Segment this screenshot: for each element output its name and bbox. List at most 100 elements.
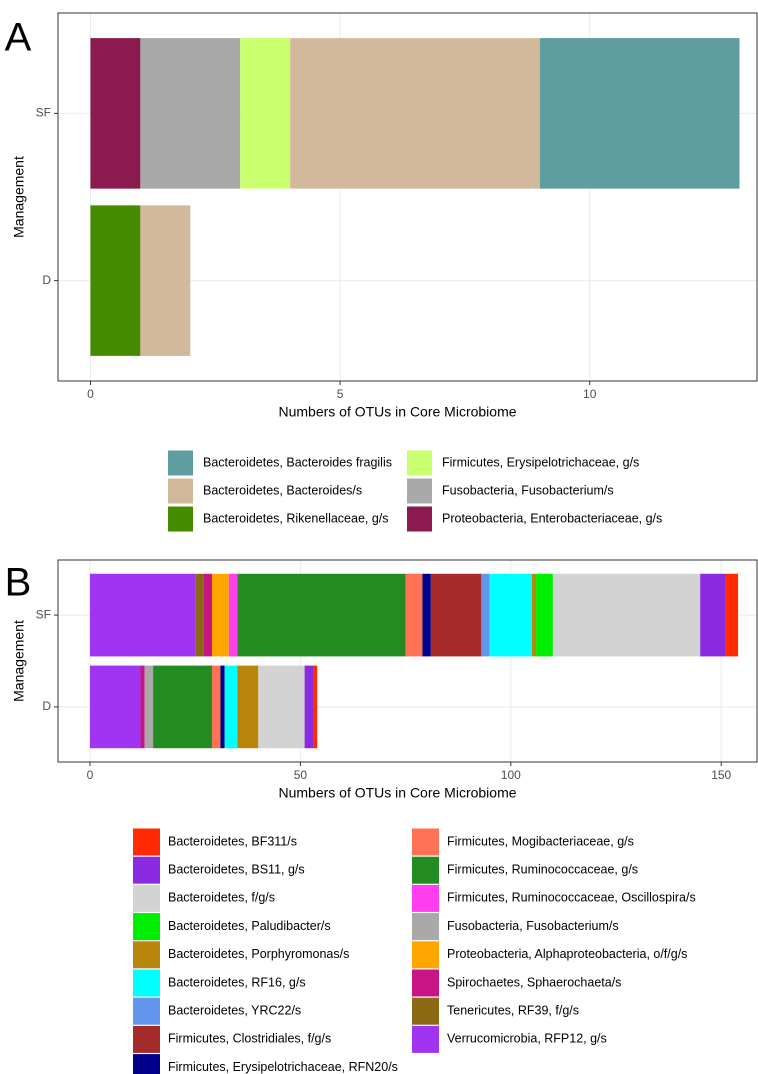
- bar-segment: [304, 665, 314, 749]
- bar-segment: [212, 665, 221, 749]
- y-tick-label: SF: [36, 106, 51, 120]
- legend-swatch: [412, 969, 439, 997]
- y-tick-label: D: [42, 699, 51, 713]
- legend-label: Bacteroidetes, f/g/s: [168, 891, 275, 905]
- bar-segment: [430, 573, 482, 657]
- bar-segment: [140, 665, 145, 749]
- x-tick-label: 0: [87, 768, 94, 782]
- x-tick-label: 50: [294, 768, 308, 782]
- legend-label: Proteobacteria, Enterobacteriaceae, g/s: [442, 511, 662, 525]
- bar-segment: [228, 573, 238, 657]
- legend-label: Firmicutes, Mogibacteriaceae, g/s: [447, 834, 634, 848]
- legend-swatch: [407, 506, 432, 532]
- x-tick-label: 150: [711, 768, 731, 782]
- bar-segment: [258, 665, 305, 749]
- legend-label: Bacteroidetes, Porphyromonas/s: [168, 947, 349, 961]
- legend-label: Tenericutes, RF39, f/g/s: [447, 1003, 579, 1017]
- legend-swatch: [412, 856, 439, 884]
- bar-segment: [240, 38, 291, 189]
- legend-swatch: [412, 997, 439, 1025]
- legend-label: Bacteroidetes, Bacteroides/s: [203, 483, 362, 497]
- panel-border: [57, 559, 758, 763]
- legend-swatch: [133, 941, 160, 969]
- bar-segment: [195, 573, 204, 657]
- legend-swatch: [412, 1025, 439, 1053]
- legend-label: Bacteroidetes, RF16, g/s: [168, 975, 306, 989]
- legend-label: Verrucomicrobia, RFP12, g/s: [447, 1032, 607, 1046]
- legend-swatch: [133, 913, 160, 941]
- bar-segment: [481, 573, 490, 657]
- legend-label: Spirochaetes, Sphaerochaeta/s: [447, 975, 621, 989]
- bar-segment: [422, 573, 431, 657]
- legend-label: Bacteroidetes, Bacteroides fragilis: [203, 455, 392, 469]
- legend-label: Firmicutes, Clostridiales, f/g/s: [168, 1032, 331, 1046]
- legend-label: Fusobacteria, Fusobacterium/s: [442, 483, 614, 497]
- bar-segment: [539, 38, 740, 189]
- legend-label: Firmicutes, Ruminococcaceae, g/s: [447, 862, 638, 876]
- legend-swatch: [412, 884, 439, 912]
- x-axis-title: Numbers of OTUs in Core Microbiome: [278, 404, 516, 420]
- bar-segment: [405, 573, 423, 657]
- legend-swatch: [412, 941, 439, 969]
- bar-segment: [144, 665, 154, 749]
- legend-swatch: [133, 997, 160, 1025]
- x-tick-label: 0: [87, 387, 94, 401]
- legend-swatch: [133, 969, 160, 997]
- legend-label: Bacteroidetes, Rikenellaceae, g/s: [203, 511, 389, 525]
- legend-swatch: [407, 478, 432, 504]
- bar-segment: [237, 665, 259, 749]
- bar-segment: [153, 665, 213, 749]
- y-axis-title: Management: [11, 156, 27, 238]
- bar-segment: [531, 573, 537, 657]
- bar-segment: [220, 665, 225, 749]
- legend-swatch: [168, 450, 193, 476]
- legend-label: Fusobacteria, Fusobacterium/s: [447, 919, 619, 933]
- legend-label: Bacteroidetes, YRC22/s: [168, 1003, 301, 1017]
- bar-segment: [237, 573, 406, 657]
- legend-label: Bacteroidetes, BF311/s: [168, 834, 297, 848]
- x-tick-label: 5: [337, 387, 344, 401]
- legend-swatch: [412, 913, 439, 941]
- bar-segment: [700, 573, 726, 657]
- legend-swatch: [133, 828, 160, 856]
- legend-label: Bacteroidetes, BS11, g/s: [168, 862, 305, 876]
- bar-segment: [89, 665, 141, 749]
- bar-segment: [140, 205, 191, 356]
- legend-label: Firmicutes, Erysipelotrichaceae, RFN20/s: [168, 1060, 398, 1074]
- y-tick-label: SF: [36, 607, 51, 621]
- bar-segment: [140, 38, 241, 189]
- legend-label: Firmicutes, Ruminococcaceae, Oscillospir…: [447, 891, 696, 905]
- bar-segment: [224, 665, 238, 749]
- bar-segment: [89, 573, 196, 657]
- y-axis-title: Management: [11, 620, 27, 702]
- panel-label: A: [5, 16, 32, 60]
- legend-swatch: [168, 506, 193, 532]
- legend-swatch: [133, 1025, 160, 1053]
- bar-segment: [203, 573, 213, 657]
- legend-swatch: [133, 884, 160, 912]
- legend-swatch: [407, 450, 432, 476]
- x-axis-title: Numbers of OTUs in Core Microbiome: [278, 785, 516, 801]
- bar-segment: [90, 205, 141, 356]
- bar-segment: [489, 573, 532, 657]
- legend-swatch: [168, 478, 193, 504]
- panel-border: [57, 12, 758, 382]
- legend-label: Proteobacteria, Alphaproteobacteria, o/f…: [447, 947, 687, 961]
- legend-label: Bacteroidetes, Paludibacter/s: [168, 919, 331, 933]
- legend-swatch: [133, 1054, 160, 1074]
- bar-segment: [290, 38, 540, 189]
- bar-segment: [536, 573, 553, 657]
- x-tick-label: 10: [583, 387, 597, 401]
- y-tick-label: D: [42, 273, 51, 287]
- bar-segment: [212, 573, 229, 657]
- x-tick-label: 100: [501, 768, 521, 782]
- legend-swatch: [133, 856, 160, 884]
- panel-label: B: [5, 561, 32, 605]
- bar-segment: [90, 38, 141, 189]
- legend-label: Firmicutes, Erysipelotrichaceae, g/s: [442, 455, 639, 469]
- bar-segment: [725, 573, 739, 657]
- bar-segment: [552, 573, 701, 657]
- legend-swatch: [412, 828, 439, 856]
- bar-segment: [313, 665, 318, 749]
